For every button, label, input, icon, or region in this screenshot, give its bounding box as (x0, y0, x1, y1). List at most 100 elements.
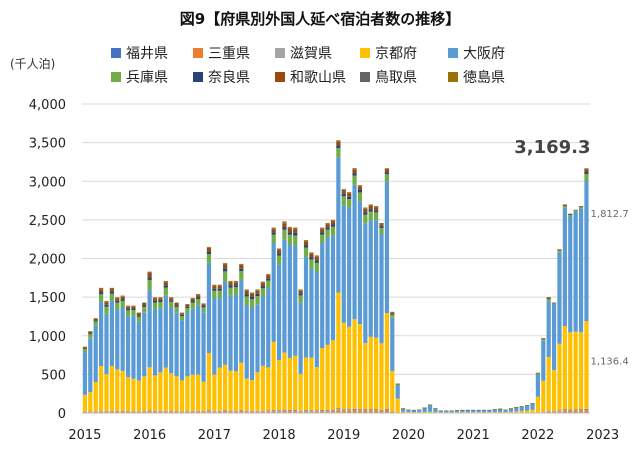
bar-seg-和歌山県-85 (541, 338, 546, 339)
bar-seg-鳥取県-5 (109, 288, 114, 290)
bar-seg-鳥取県-30 (244, 290, 249, 291)
bar-seg-大阪府-28 (233, 294, 239, 372)
bar-seg-福井県-54 (374, 409, 379, 411)
bar-seg-奈良県-53 (368, 209, 373, 212)
bar-seg-福井県-35 (271, 409, 276, 411)
bar-seg-和歌山県-23 (206, 248, 212, 252)
bar-seg-三重県-43 (314, 411, 319, 413)
bar-seg-鳥取県-40 (298, 290, 303, 291)
bar-seg-大阪府-92 (578, 208, 584, 333)
bar-seg-三重県-36 (276, 411, 282, 413)
bar-seg-奈良県-21 (196, 297, 201, 300)
bar-seg-大阪府-44 (320, 242, 325, 349)
bar-seg-大阪府-74 (481, 410, 487, 413)
bar-seg-福井県-52 (363, 409, 368, 411)
bar-seg-兵庫県-30 (244, 296, 249, 306)
bar-seg-鳥取県-14 (158, 297, 163, 299)
bar-seg-和歌山県-7 (120, 296, 125, 300)
bar-seg-三重県-4 (104, 411, 109, 413)
bar-seg-大阪府-31 (249, 307, 255, 381)
bar-seg-兵庫県-56 (384, 174, 390, 182)
bar-seg-和歌山県-50 (352, 169, 357, 174)
bar-seg-徳島県-43 (314, 255, 319, 257)
bar-seg-京都府-23 (206, 353, 212, 411)
bar-seg-和歌山県-35 (271, 229, 276, 233)
bar-seg-兵庫県-26 (223, 271, 228, 282)
bar-seg-鳥取県-8 (125, 306, 131, 307)
bar-seg-京都府-30 (244, 378, 249, 411)
legend-label-3: 京都府 (375, 46, 417, 62)
bar-seg-三重県-11 (142, 411, 147, 413)
bar-seg-三重県-45 (325, 411, 330, 413)
legend-swatch-1 (193, 48, 203, 58)
bar-seg-奈良県-19 (185, 306, 190, 309)
bar-seg-三重県-57 (390, 411, 395, 413)
bar-seg-奈良県-20 (190, 301, 195, 303)
bar-seg-三重県-24 (212, 411, 217, 413)
bar-seg-和歌山県-25 (217, 286, 222, 289)
bar-seg-和歌山県-54 (374, 207, 379, 211)
bar-seg-鳥取県-52 (363, 208, 368, 210)
bar-seg-奈良県-14 (158, 300, 163, 303)
bar-seg-三重県-92 (578, 410, 584, 413)
bar-seg-滋賀県-48 (341, 409, 346, 411)
bar-seg-鳥取県-48 (341, 189, 346, 191)
bar-seg-三重県-90 (568, 411, 573, 413)
bar-seg-兵庫県-5 (109, 293, 114, 301)
legend-label-5: 兵庫県 (126, 69, 168, 86)
bar-seg-京都府-44 (320, 348, 325, 410)
bar-seg-福井県-92 (578, 409, 584, 411)
bar-seg-兵庫県-10 (136, 316, 141, 322)
bar-seg-兵庫県-21 (196, 299, 201, 306)
bar-seg-奈良県-10 (136, 315, 141, 317)
bar-seg-大阪府-35 (271, 242, 276, 342)
bar-seg-京都府-28 (233, 371, 239, 411)
bar-seg-和歌山県-53 (368, 206, 373, 210)
bar-seg-滋賀県-53 (368, 410, 373, 411)
bar-seg-滋賀県-24 (212, 411, 217, 412)
bar-seg-鳥取県-12 (147, 272, 152, 274)
bar-seg-和歌山県-13 (152, 298, 158, 301)
bar-seg-大阪府-89 (562, 207, 567, 327)
bar-seg-三重県-87 (551, 411, 557, 413)
bar-seg-奈良県-30 (244, 294, 249, 297)
bar-seg-京都府-76 (492, 412, 497, 413)
legend-label-6: 奈良県 (208, 70, 250, 86)
bar-seg-大阪府-52 (363, 223, 368, 344)
bar-seg-三重県-29 (239, 411, 244, 413)
bar-seg-奈良県-52 (363, 212, 368, 215)
bar-seg-兵庫県-36 (276, 255, 282, 265)
bar-seg-奈良県-37 (282, 226, 287, 230)
x-tick-label-2016: 2016 (133, 428, 166, 443)
bar-seg-福井県-56 (384, 408, 390, 410)
bar-seg-兵庫県-25 (217, 290, 222, 299)
annotation-latest-total: 3,169.3 (514, 137, 590, 158)
bar-seg-滋賀県-33 (260, 411, 265, 412)
bar-seg-大阪府-68 (449, 411, 454, 413)
bar-seg-兵庫県-22 (201, 307, 206, 313)
bar-seg-大阪府-64 (427, 405, 433, 412)
bar-seg-兵庫県-11 (142, 306, 147, 313)
bar-seg-京都府-58 (395, 398, 400, 413)
legend-swatch-2 (275, 48, 285, 58)
bar-seg-奈良県-3 (98, 292, 104, 295)
bar-seg-京都府-93 (584, 321, 589, 409)
bar-seg-和歌山県-16 (169, 298, 174, 301)
bar-seg-和歌山県-9 (131, 306, 136, 309)
bar-seg-大阪府-55 (379, 234, 384, 344)
bar-seg-滋賀県-92 (578, 410, 584, 411)
bar-seg-大阪府-61 (411, 410, 416, 413)
bar-seg-京都府-15 (163, 367, 168, 411)
bar-seg-奈良県-88 (557, 250, 562, 251)
bar-seg-兵庫県-0 (82, 349, 88, 353)
bar-seg-京都府-64 (427, 411, 433, 413)
bar-seg-鳥取県-45 (325, 223, 330, 225)
legend-swatch-4 (448, 48, 458, 58)
bar-seg-徳島県-48 (341, 188, 346, 190)
bar-seg-大阪府-86 (546, 301, 551, 357)
bar-seg-大阪府-2 (93, 325, 98, 383)
bar-seg-大阪府-79 (508, 408, 514, 412)
bar-seg-三重県-56 (384, 410, 390, 413)
bar-seg-和歌山県-43 (314, 257, 319, 261)
